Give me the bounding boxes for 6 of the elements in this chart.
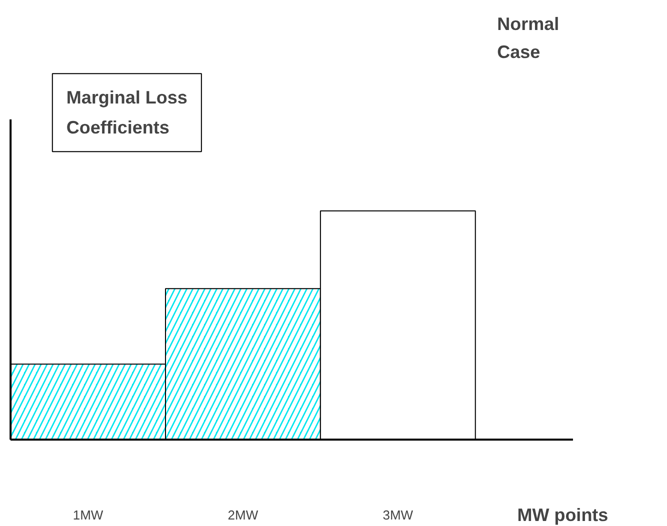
text: Normal Case (497, 14, 560, 62)
x-tick-label: 3MW (382, 508, 414, 523)
x-tick-label: 2MW (228, 508, 259, 523)
chart-title: Marginal Loss Coefficients (66, 88, 188, 138)
x-tick-label: 1MW (72, 508, 104, 523)
x-axis-title: MW points (517, 505, 608, 526)
